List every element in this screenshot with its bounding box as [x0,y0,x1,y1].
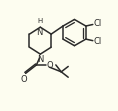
Text: Cl: Cl [94,37,102,46]
Text: N: N [36,28,43,37]
Text: N: N [37,55,44,63]
Text: O: O [21,75,27,84]
Text: Cl: Cl [94,19,102,28]
Text: O: O [46,61,53,70]
Text: H: H [37,18,42,24]
